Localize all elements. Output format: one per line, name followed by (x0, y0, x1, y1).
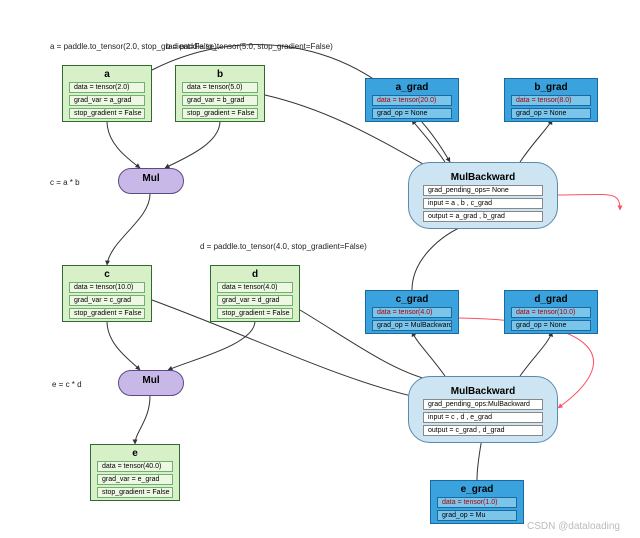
watermark: CSDN @dataloading (527, 521, 620, 532)
tensor-c-grad: grad_var = c_grad (69, 295, 145, 306)
tensor-e-stop: stop_gradient = False (97, 487, 173, 498)
tensor-b-title: b (176, 66, 264, 82)
grad-a: a_grad data = tensor(20.0) grad_op = Non… (365, 78, 459, 122)
tensor-e-title: e (91, 445, 179, 461)
tensor-d-stop: stop_gradient = False (217, 308, 293, 319)
grad-c-title: c_grad (366, 291, 458, 307)
tensor-c-data: data = tensor(10.0) (69, 282, 145, 293)
mb1-output: output = a_grad , b_grad (423, 211, 543, 222)
mb2-pending: grad_pending_ops:MulBackward (423, 399, 543, 410)
grad-a-op: grad_op = None (372, 108, 452, 119)
grad-c: c_grad data = tensor(4.0) grad_op = MulB… (365, 290, 459, 334)
grad-b-data: data = tensor(8.0) (511, 95, 591, 106)
grad-d-data: data = tensor(10.0) (511, 307, 591, 318)
grad-d: d_grad data = tensor(10.0) grad_op = Non… (504, 290, 598, 334)
mb1-title: MulBackward (417, 169, 549, 185)
grad-c-op: grad_op = MulBackward (372, 320, 452, 331)
tensor-a-title: a (63, 66, 151, 82)
grad-d-title: d_grad (505, 291, 597, 307)
tensor-b: b data = tensor(5.0) grad_var = b_grad s… (175, 65, 265, 122)
mb1-input: input = a , b , c_grad (423, 198, 543, 209)
tensor-a: a data = tensor(2.0) grad_var = a_grad s… (62, 65, 152, 122)
tensor-d-title: d (211, 266, 299, 282)
tensor-b-stop: stop_gradient = False (182, 108, 258, 119)
grad-e: e_grad data = tensor(1.0) grad_op = Mu (430, 480, 524, 524)
tensor-b-data: data = tensor(5.0) (182, 82, 258, 93)
grad-e-op: grad_op = Mu (437, 510, 517, 521)
mb1-pending: grad_pending_ops= None (423, 185, 543, 196)
caption-d-def: d = paddle.to_tensor(4.0, stop_gradient=… (200, 242, 367, 251)
mb2-input: input = c , d , e_grad (423, 412, 543, 423)
tensor-d: d data = tensor(4.0) grad_var = d_grad s… (210, 265, 300, 322)
tensor-d-data: data = tensor(4.0) (217, 282, 293, 293)
mulbackward-2: MulBackward grad_pending_ops:MulBackward… (408, 376, 558, 443)
caption-e-def: e = c * d (52, 380, 82, 389)
tensor-e-data: data = tensor(40.0) (97, 461, 173, 472)
caption-c-def: c = a * b (50, 178, 80, 187)
mb2-output: output = c_grad , d_grad (423, 425, 543, 436)
grad-d-op: grad_op = None (511, 320, 591, 331)
grad-c-data: data = tensor(4.0) (372, 307, 452, 318)
grad-e-data: data = tensor(1.0) (437, 497, 517, 508)
tensor-c: c data = tensor(10.0) grad_var = c_grad … (62, 265, 152, 322)
tensor-a-grad: grad_var = a_grad (69, 95, 145, 106)
tensor-a-data: data = tensor(2.0) (69, 82, 145, 93)
mulbackward-1: MulBackward grad_pending_ops= None input… (408, 162, 558, 229)
op-mul1: Mul (118, 168, 184, 194)
caption-b-def: b = paddle.to_tensor(5.0, stop_gradient=… (166, 42, 333, 51)
tensor-c-stop: stop_gradient = False (69, 308, 145, 319)
grad-a-data: data = tensor(20.0) (372, 95, 452, 106)
tensor-a-stop: stop_gradient = False (69, 108, 145, 119)
grad-a-title: a_grad (366, 79, 458, 95)
grad-e-title: e_grad (431, 481, 523, 497)
op-mul2: Mul (118, 370, 184, 396)
grad-b-title: b_grad (505, 79, 597, 95)
tensor-c-title: c (63, 266, 151, 282)
tensor-e-grad: grad_var = e_grad (97, 474, 173, 485)
grad-b: b_grad data = tensor(8.0) grad_op = None (504, 78, 598, 122)
tensor-d-grad: grad_var = d_grad (217, 295, 293, 306)
grad-b-op: grad_op = None (511, 108, 591, 119)
mb2-title: MulBackward (417, 383, 549, 399)
tensor-b-grad: grad_var = b_grad (182, 95, 258, 106)
tensor-e: e data = tensor(40.0) grad_var = e_grad … (90, 444, 180, 501)
